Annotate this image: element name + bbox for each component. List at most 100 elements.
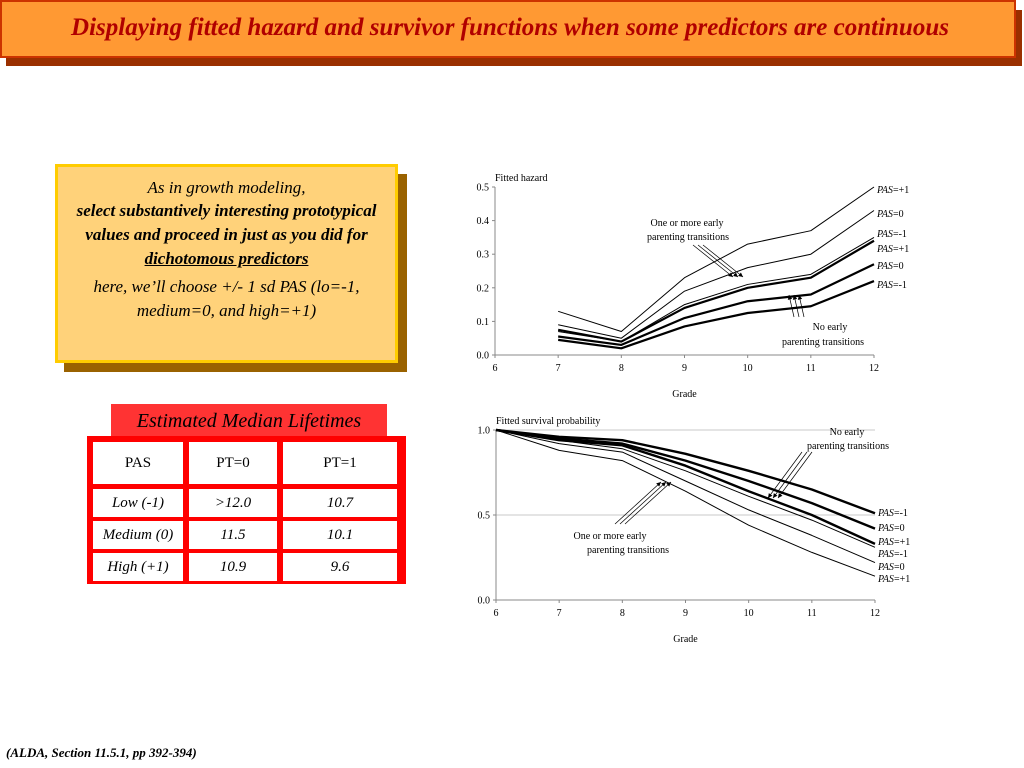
series-line [495, 429, 876, 564]
note-line-2: select substantively interesting prototy… [76, 201, 377, 244]
table-header-pas: PAS [93, 442, 183, 484]
y-tick-label: 0.0 [477, 351, 490, 362]
group-annotation: parenting transitions [647, 232, 729, 243]
annotation-pointer [777, 451, 813, 499]
series-label: PAS=0 [877, 562, 905, 573]
annotation-arrowhead [666, 482, 671, 487]
annotation-pointer [767, 451, 803, 499]
x-axis-title: Grade [673, 634, 698, 645]
group-annotation: parenting transitions [587, 545, 669, 556]
x-tick-label: 12 [870, 608, 880, 619]
series-label: PAS=+1 [876, 244, 909, 255]
group-annotation: parenting transitions [807, 441, 889, 452]
annotation-arrowhead [733, 272, 738, 277]
series-label: PAS=-1 [877, 508, 908, 519]
annotation-pointer [619, 481, 667, 525]
series-line [558, 186, 875, 332]
table-header-pt0: PT=0 [189, 442, 277, 484]
x-tick-label: 10 [744, 608, 754, 619]
series-line [495, 429, 876, 577]
group-annotation: parenting transitions [782, 337, 864, 348]
annotation-arrowhead [787, 295, 793, 300]
annotation-pointer [702, 244, 744, 278]
x-tick-label: 11 [807, 608, 817, 619]
group-annotation: No early [830, 427, 865, 438]
x-tick-label: 7 [557, 608, 562, 619]
table-cell: High (+1) [93, 553, 183, 581]
x-tick-label: 6 [494, 608, 499, 619]
table-cell: 10.1 [283, 521, 397, 549]
table-cell: 10.9 [189, 553, 277, 581]
series-line [558, 263, 875, 347]
series-line [495, 428, 876, 530]
annotation-arrowhead [773, 493, 778, 498]
fitted-survival-chart: Fitted survival probability 0.0 0.5 1.0 6 7 8 9… [478, 416, 911, 645]
page-title: Displaying fitted hazard and survivor fu… [71, 14, 949, 41]
series-label: PAS=+1 [876, 185, 909, 196]
series-label: PAS=-1 [877, 549, 908, 560]
series-line [558, 280, 875, 350]
table-cell: 11.5 [189, 521, 277, 549]
chart-title: Fitted hazard [495, 173, 547, 184]
chart-title: Fitted survival probability [496, 416, 600, 427]
x-tick-label: 8 [620, 608, 625, 619]
x-tick-label: 10 [743, 363, 753, 374]
table-cell: >12.0 [189, 489, 277, 517]
y-tick-label: 0.4 [477, 216, 490, 227]
series-line [495, 428, 876, 515]
table-caption: Estimated Median Lifetimes [111, 404, 387, 438]
table-cell: 9.6 [283, 553, 397, 581]
series-label: PAS=0 [876, 261, 904, 272]
annotation-arrowhead [661, 482, 666, 487]
series-label: PAS=-1 [876, 229, 907, 240]
x-tick-label: 11 [806, 363, 816, 374]
table-cell: 10.7 [283, 489, 397, 517]
x-axis-title: Grade [672, 389, 697, 400]
group-annotation: One or more early [573, 531, 646, 542]
citation-footer: (ALDA, Section 11.5.1, pp 392-394) [6, 745, 197, 760]
annotation-arrowhead [792, 295, 798, 300]
title-bar: Displaying fitted hazard and survivor fu… [0, 0, 1016, 58]
y-tick-label: 0.5 [477, 183, 490, 194]
y-tick-label: 0.2 [477, 283, 490, 294]
x-tick-label: 9 [683, 608, 688, 619]
note-line-1: As in growth modeling, [147, 178, 306, 197]
annotation-arrowhead [728, 272, 733, 277]
y-tick-label: 0.1 [477, 317, 490, 328]
table-cell: Medium (0) [93, 521, 183, 549]
series-label: PAS=-1 [876, 280, 907, 291]
annotation-arrowhead [768, 493, 773, 498]
annotation-pointer [697, 244, 739, 278]
table-cell: Low (-1) [93, 489, 183, 517]
note-line-3: dichotomous predictors [144, 249, 309, 268]
annotation-arrowhead [778, 493, 783, 498]
series-label: PAS=0 [876, 209, 904, 220]
y-tick-label: 0.3 [477, 250, 490, 261]
group-annotation: No early [813, 322, 848, 333]
x-tick-label: 9 [682, 363, 687, 374]
note-box: As in growth modeling, select substantiv… [55, 164, 398, 363]
x-tick-label: 12 [869, 363, 879, 374]
y-tick-label: 0.0 [478, 596, 491, 607]
annotation-arrowhead [797, 295, 803, 300]
series-line [558, 210, 875, 339]
fitted-hazard-chart: Fitted hazard 0.0 0.1 0.2 0.3 0.4 0.5 6 7 8 9 10 11 1… [477, 173, 910, 400]
series-label: PAS=+1 [877, 537, 910, 548]
annotation-arrowhead [738, 272, 743, 277]
table-header-pt1: PT=1 [283, 442, 397, 484]
x-tick-label: 6 [493, 363, 498, 374]
median-lifetimes-table: PAS PT=0 PT=1 Low (-1) >12.0 10.7 Medium… [87, 436, 406, 584]
annotation-pointer [614, 481, 662, 525]
annotation-pointer [692, 244, 734, 278]
y-tick-label: 1.0 [478, 426, 491, 437]
note-line-4: here, we’ll choose +/- 1 sd PAS (lo=-1, … [93, 277, 360, 320]
group-annotation: One or more early [650, 218, 723, 229]
series-line [557, 239, 875, 343]
annotation-arrowhead [656, 482, 661, 487]
y-tick-label: 0.5 [478, 511, 491, 522]
series-label: PAS=0 [877, 523, 905, 534]
annotation-pointer [772, 451, 808, 499]
x-tick-label: 7 [556, 363, 561, 374]
x-tick-label: 8 [619, 363, 624, 374]
annotation-pointer [624, 481, 672, 525]
